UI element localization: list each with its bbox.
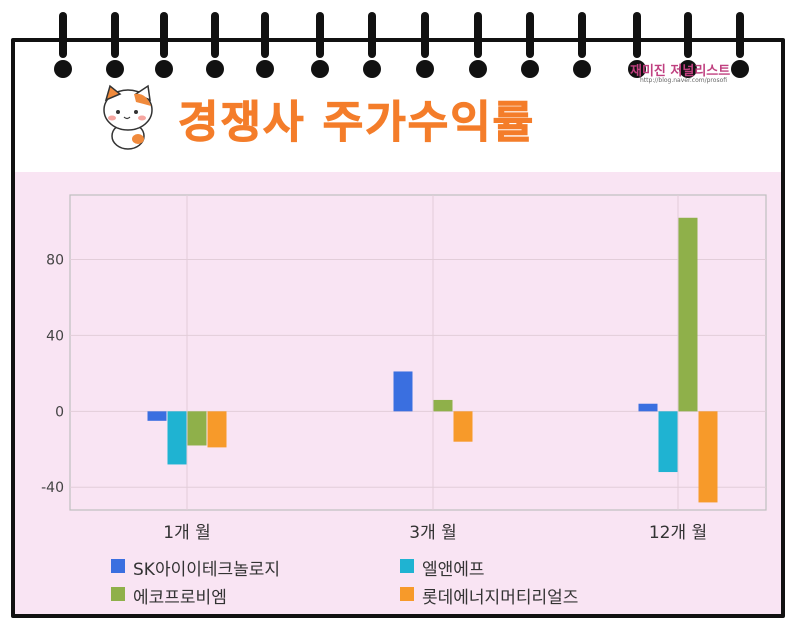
bar-chart: 80 40 0 -40 1개 월 3개 월 12개 월: [41, 194, 767, 543]
binding-ring: [633, 12, 641, 58]
watermark-text: 재미진 저널리스트: [630, 64, 731, 79]
plot-frame: [69, 194, 767, 511]
bar: [453, 411, 473, 442]
binding-ring: [526, 12, 534, 58]
bar: [678, 217, 698, 412]
legend-label: 엘앤에프: [422, 560, 485, 580]
binding-ring: [316, 12, 324, 58]
legend-swatch: [111, 559, 125, 573]
binding-hole: [54, 60, 72, 78]
binding-hole: [573, 60, 591, 78]
binding-ring: [368, 12, 376, 58]
binding-hole: [256, 60, 274, 78]
bar: [638, 403, 658, 412]
binding-ring: [160, 12, 168, 58]
binding-ring: [211, 12, 219, 58]
bar: [658, 411, 678, 473]
y-tick-label: 40: [46, 328, 64, 344]
binding-ring: [421, 12, 429, 58]
binding-hole: [416, 60, 434, 78]
x-tick-label: 1개 월: [163, 523, 211, 543]
binding-hole: [363, 60, 381, 78]
y-tick-label: -40: [41, 480, 64, 496]
binding-ring: [578, 12, 586, 58]
binding-hole: [469, 60, 487, 78]
binding-ring: [736, 12, 744, 58]
bar: [147, 411, 167, 421]
bar: [207, 411, 227, 448]
binding-hole: [106, 60, 124, 78]
x-tick-label: 12개 월: [649, 523, 707, 543]
binding-ring: [261, 12, 269, 58]
binding-hole: [679, 60, 697, 78]
bar: [698, 411, 718, 503]
bar: [187, 411, 207, 446]
legend-label: 에코프로비엠: [133, 588, 227, 608]
legend-label: SK아이이테크놀로지: [133, 560, 281, 580]
binding-ring: [59, 12, 67, 58]
binding-hole: [521, 60, 539, 78]
watermark-url: http://blog.naver.com/prosofi: [640, 77, 728, 84]
legend-swatch: [111, 587, 125, 601]
binding-hole: [206, 60, 224, 78]
y-tick-label: 80: [46, 253, 64, 269]
binding-hole: [311, 60, 329, 78]
legend-swatch: [400, 587, 414, 601]
binding-hole: [155, 60, 173, 78]
legend-label: 롯데에너지머티리얼즈: [422, 588, 579, 608]
binding-hole: [628, 60, 646, 78]
bar: [167, 411, 187, 465]
binding-ring: [474, 12, 482, 58]
binding-ring: [111, 12, 119, 58]
bar: [433, 399, 453, 412]
page-title: 경쟁사 주가수익률: [177, 97, 536, 149]
bar: [393, 371, 413, 412]
binding-ring: [684, 12, 692, 58]
x-tick-label: 3개 월: [409, 523, 457, 543]
y-tick-label: 0: [55, 404, 64, 420]
binding-hole: [731, 60, 749, 78]
cat-illustration: [103, 84, 153, 150]
legend-swatch: [400, 559, 414, 573]
